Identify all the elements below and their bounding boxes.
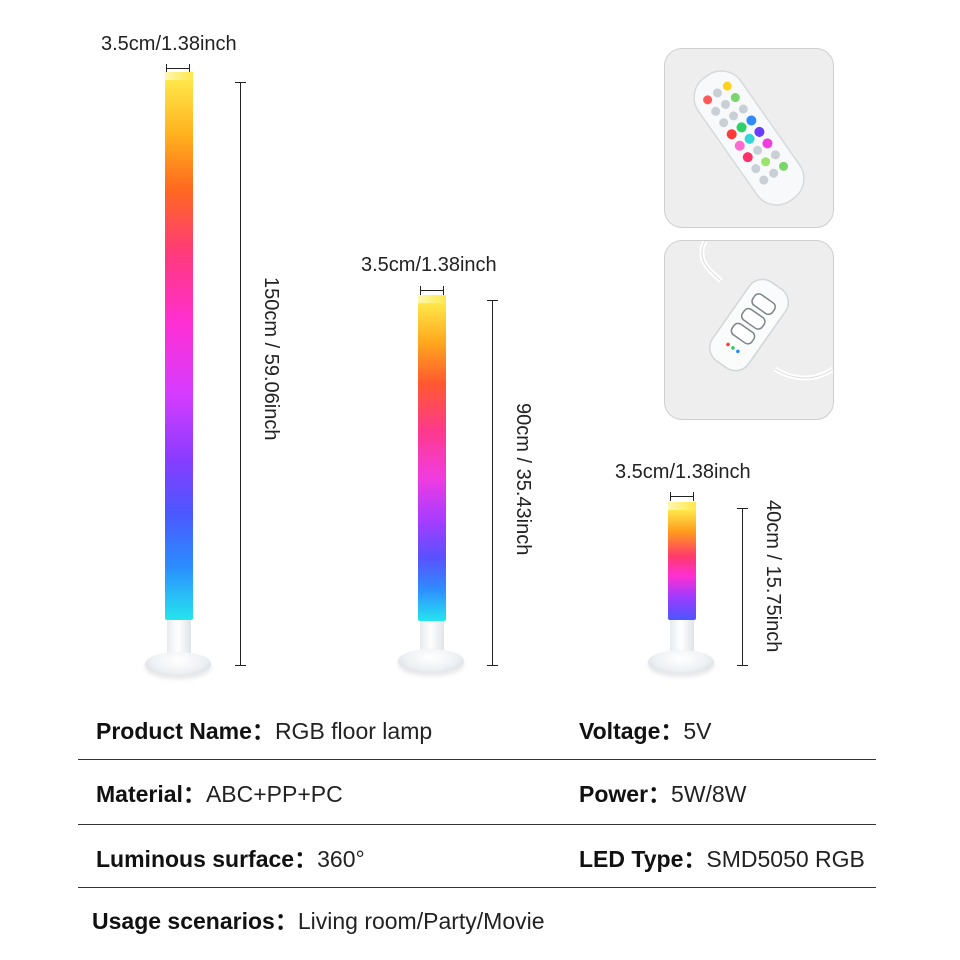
spec-luminous-surface-value: 360° (317, 846, 365, 872)
short-height-label: 40cm / 15.75inch (762, 500, 784, 653)
spec-divider (78, 824, 876, 825)
tall-height-label: 150cm / 59.06inch (260, 277, 282, 441)
tall-width-label: 3.5cm/1.38inch (101, 33, 237, 55)
mid-width-indicator (420, 286, 444, 295)
spec-material-label: Material： (96, 781, 206, 807)
spec-product-name-label: Product Name： (96, 718, 275, 744)
mid-height-indicator (487, 300, 498, 666)
spec-voltage: Voltage：5V (579, 712, 712, 746)
spec-luminous-surface: Luminous surface：360° (96, 840, 365, 874)
spec-usage-scenarios: Usage scenarios：Living room/Party/Movie (92, 902, 545, 936)
short-width-indicator (670, 492, 694, 501)
spec-divider (78, 887, 876, 888)
short-width-label: 3.5cm/1.38inch (615, 461, 751, 483)
spec-power: Power：5W/8W (579, 775, 746, 809)
spec-product-name: Product Name：RGB floor lamp (96, 712, 432, 746)
remote-control-photo (664, 48, 834, 228)
spec-power-label: Power： (579, 781, 672, 807)
mid-width-label: 3.5cm/1.38inch (361, 254, 497, 276)
spec-led-type: LED Type：SMD5050 RGB (579, 840, 865, 874)
spec-led-type-label: LED Type： (579, 846, 707, 872)
inline-controller-icon (699, 241, 833, 381)
spec-voltage-label: Voltage： (579, 718, 684, 744)
spec-material-value: ABC+PP+PC (205, 781, 343, 807)
spec-product-name-value: RGB floor lamp (274, 718, 433, 744)
spec-led-type-value: SMD5050 RGB (706, 846, 865, 872)
remote-control-icon (693, 70, 805, 206)
spec-usage-label: Usage scenarios： (92, 908, 298, 934)
inline-controller-photo (664, 240, 834, 420)
mid-height-label: 90cm / 35.43inch (512, 403, 534, 556)
spec-luminous-surface-label: Luminous surface： (96, 846, 318, 872)
short-height-indicator (737, 508, 748, 666)
tall-width-indicator (166, 64, 190, 73)
spec-divider (78, 759, 876, 760)
spec-voltage-value: 5V (683, 718, 712, 744)
tall-height-indicator (235, 82, 246, 666)
spec-power-value: 5W/8W (671, 781, 747, 807)
spec-material: Material：ABC+PP+PC (96, 775, 343, 809)
spec-usage-value: Living room/Party/Movie (297, 908, 545, 934)
